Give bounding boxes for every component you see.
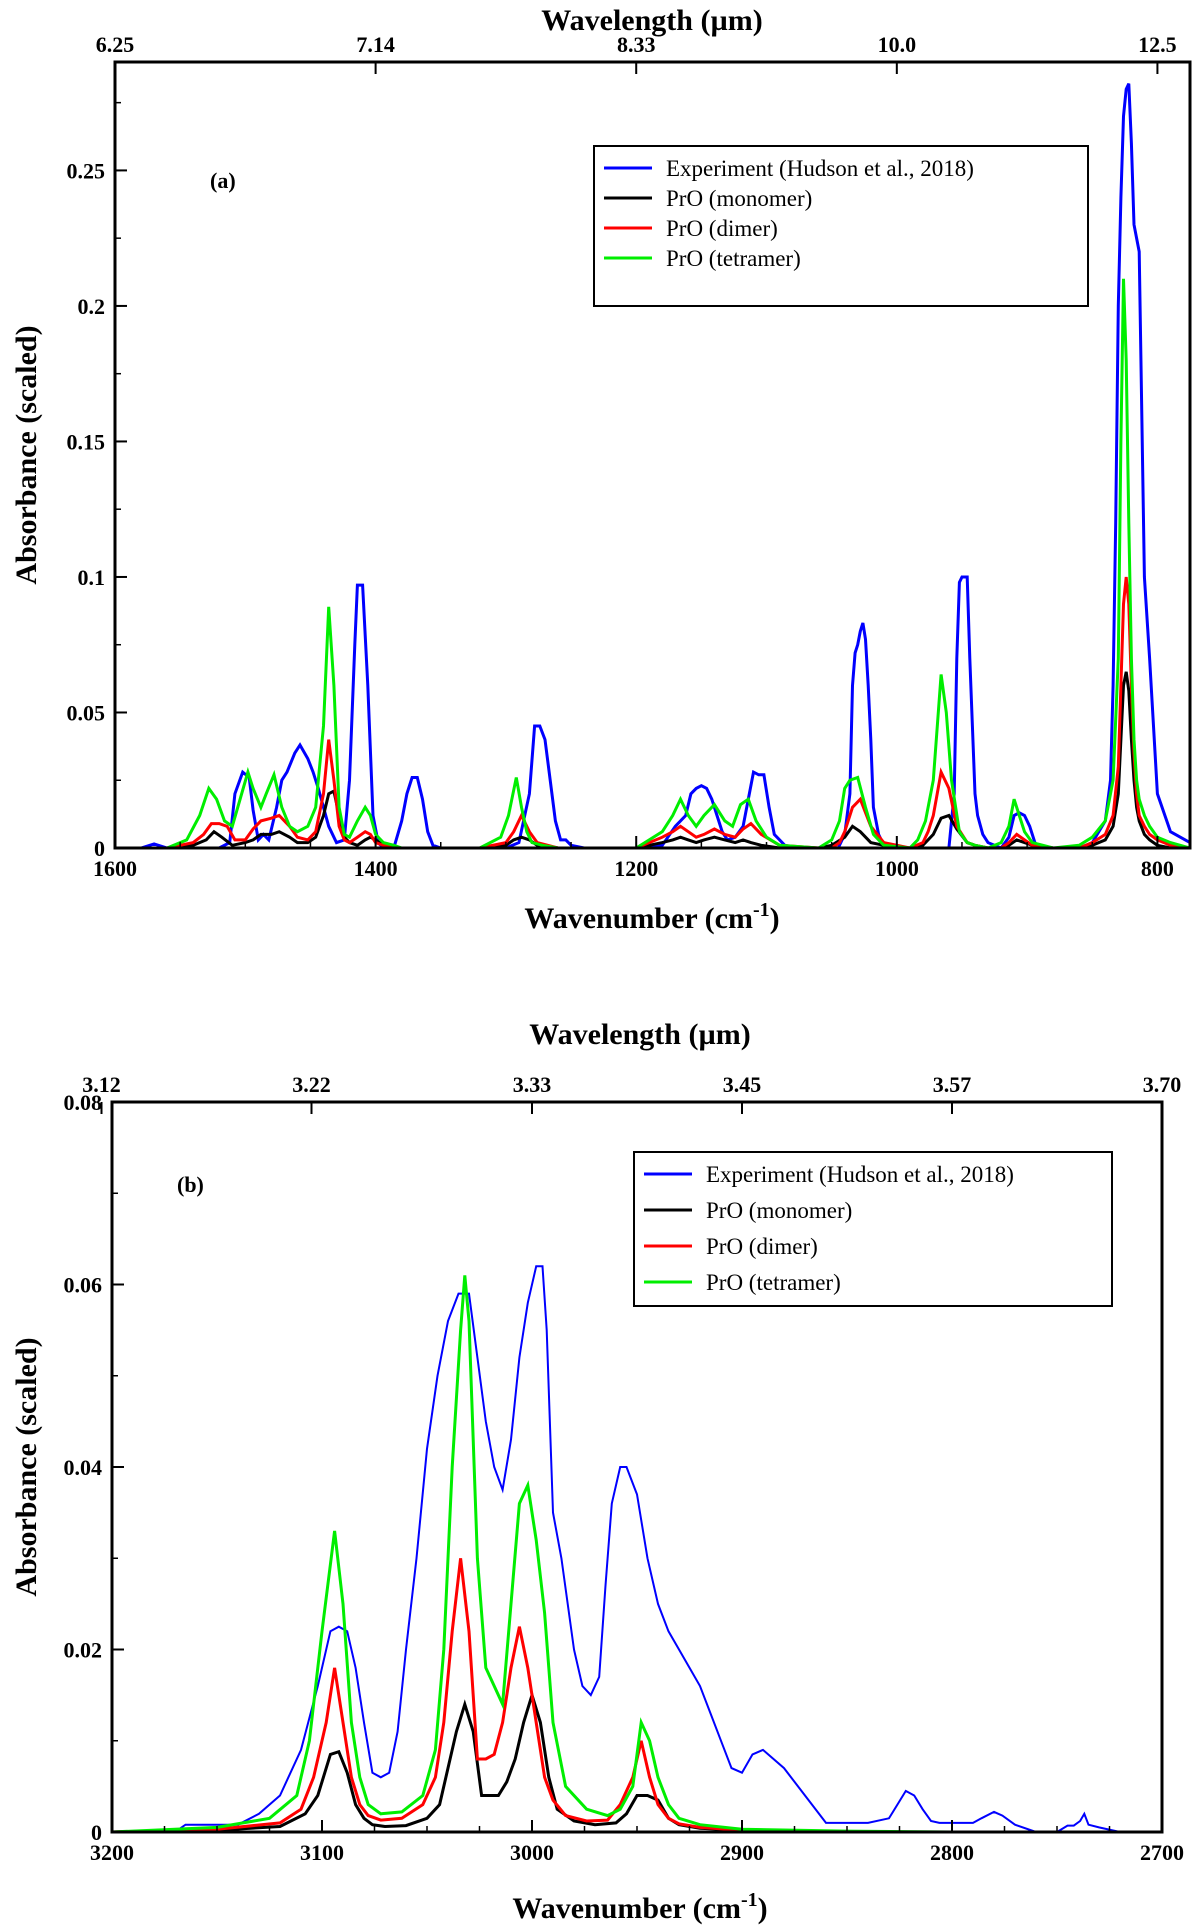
legend-label-b-1: PrO (monomer)	[706, 1198, 852, 1223]
plot-area-a	[113, 60, 1192, 850]
x-axis-title-b: Wavenumber (cm-1)	[512, 1889, 767, 1925]
y-tick-label-a-3: 0.15	[67, 429, 106, 454]
legend-label-b-3: PrO (tetramer)	[706, 1270, 841, 1295]
x-tick-label-a-3: 1000	[875, 856, 919, 881]
panel-label-b: (b)	[177, 1172, 204, 1197]
top-tick-label-a-0: 6.25	[96, 32, 135, 57]
top-tick-label-b-5: 3.70	[1143, 1072, 1182, 1097]
y-tick-label-b-1: 0.02	[64, 1638, 103, 1663]
x-tick-label-b-0: 3200	[90, 1840, 134, 1865]
legend-items-a: Experiment (Hudson et al., 2018) PrO (mon…	[604, 156, 974, 271]
legend-label-a-2: PrO (dimer)	[666, 216, 778, 241]
top-tick-label-b-3: 3.45	[723, 1072, 762, 1097]
x-tick-label-a-4: 800	[1141, 856, 1174, 881]
legend-label-b-0: Experiment (Hudson et al., 2018)	[706, 1162, 1014, 1187]
legend-label-b-2: PrO (dimer)	[706, 1234, 818, 1259]
ticks-layer-b: 3200 3100 3000 2900 2800 2700 0 0.02 0.04 0.06 0.0…	[64, 1072, 1185, 1865]
series-line-b-0	[112, 1265, 1162, 1832]
legend-b: Experiment (Hudson et al., 2018) PrO (mon…	[633, 1151, 1113, 1307]
plot-frame-a	[113, 60, 1192, 850]
x-tick-label-b-2: 3000	[510, 1840, 554, 1865]
y-tick-label-a-4: 0.2	[78, 294, 106, 319]
x-axis-title-b-end: )	[758, 1892, 768, 1925]
legend-a: Experiment (Hudson et al., 2018) PrO (mon…	[593, 145, 1089, 307]
top-tick-label-b-1: 3.22	[292, 1072, 331, 1097]
x-tick-label-b-1: 3100	[300, 1840, 344, 1865]
x-tick-label-b-4: 2800	[930, 1840, 974, 1865]
legend-items-b: Experiment (Hudson et al., 2018) PrO (mon…	[644, 1162, 1014, 1295]
panel-label-a: (a)	[210, 168, 236, 193]
y-axis-title-a: Absorbance (scaled)	[10, 325, 43, 584]
legend-box-b	[633, 1151, 1113, 1307]
legend-box-a	[593, 145, 1089, 307]
x-axis-title-a-sup: -1	[753, 899, 770, 921]
x-tick-label-b-3: 2900	[720, 1840, 764, 1865]
y-tick-label-b-3: 0.06	[64, 1273, 103, 1298]
y-tick-label-b-4: 0.08	[64, 1090, 103, 1115]
series-line-a-2	[115, 576, 1190, 848]
top-tick-label-b-4: 3.57	[933, 1072, 972, 1097]
legend-label-a-0: Experiment (Hudson et al., 2018)	[666, 156, 974, 181]
legend-label-a-3: PrO (tetramer)	[666, 246, 801, 271]
y-tick-label-b-0: 0	[91, 1820, 102, 1845]
x-tick-label-a-0: 1600	[93, 856, 137, 881]
series-layer-a	[115, 83, 1190, 848]
series-line-a-1	[115, 671, 1190, 848]
x-axis-title-a: Wavenumber (cm-1)	[524, 899, 779, 935]
top-tick-label-b-2: 3.33	[513, 1072, 552, 1097]
top-axis-title-b: Wavelength (µm)	[529, 1018, 750, 1051]
y-tick-label-b-2: 0.04	[64, 1455, 103, 1480]
ticks-layer-a: 1600 1400 1200 1000 800 0 0.05 0.1 0.15 0.2 0.25 6.…	[67, 32, 1177, 881]
series-line-b-3	[112, 1275, 1162, 1832]
top-axis-title-a: Wavelength (µm)	[541, 4, 762, 37]
top-tick-label-a-1: 7.14	[356, 32, 395, 57]
y-axis-title-b: Absorbance (scaled)	[10, 1337, 43, 1596]
x-axis-title-b-main: Wavenumber (cm	[512, 1892, 741, 1925]
top-tick-label-a-2: 8.33	[617, 32, 656, 57]
y-tick-label-a-5: 0.25	[67, 158, 106, 183]
y-tick-label-a-1: 0.05	[67, 700, 106, 725]
series-line-b-2	[112, 1558, 1162, 1832]
x-axis-title-a-end: )	[770, 902, 780, 935]
legend-label-a-1: PrO (monomer)	[666, 186, 812, 211]
top-tick-label-a-3: 10.0	[878, 32, 917, 57]
top-tick-label-a-4: 12.5	[1138, 32, 1177, 57]
x-axis-title-b-sup: -1	[741, 1889, 758, 1911]
x-tick-label-b-5: 2700	[1140, 1840, 1184, 1865]
x-tick-label-a-2: 1200	[614, 856, 658, 881]
x-axis-title-a-main: Wavenumber (cm	[524, 902, 753, 935]
top-tick-label-b-0: 3.12	[82, 1072, 121, 1097]
y-tick-label-a-2: 0.1	[78, 565, 106, 590]
series-layer-b	[112, 1265, 1162, 1832]
y-tick-label-a-0: 0	[94, 836, 105, 861]
panel-a: 1600 1400 1200 1000 800 0 0.05 0.1 0.15 0.2 0.25 6.…	[10, 4, 1192, 935]
x-tick-label-a-1: 1400	[354, 856, 398, 881]
series-line-a-3	[115, 278, 1190, 848]
panel-b: 3200 3100 3000 2900 2800 2700 0 0.02 0.04 0.06 0.0…	[10, 1018, 1184, 1925]
